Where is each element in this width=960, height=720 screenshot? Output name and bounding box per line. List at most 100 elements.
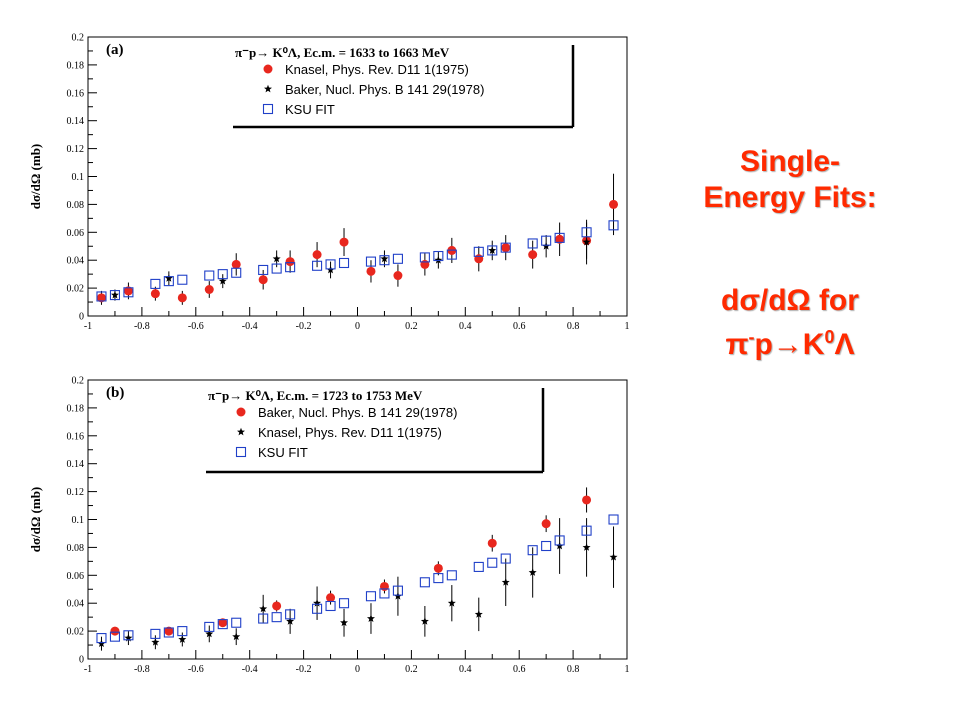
data-point — [124, 633, 133, 642]
x-tick-label: 0.2 — [405, 321, 418, 332]
data-point — [554, 232, 565, 243]
y-tick-label: 0.08 — [67, 543, 85, 554]
y-tick-label: 0.16 — [67, 88, 85, 99]
data-point — [285, 262, 296, 273]
y-tick-label: 0 — [79, 655, 84, 666]
side-subtitle: dσ/dΩ for π-p→K0Λ — [660, 283, 920, 363]
data-point — [258, 264, 269, 276]
legend-marker — [235, 446, 247, 458]
data-point — [501, 578, 510, 586]
minus-superscript: - — [748, 327, 755, 347]
data-point — [312, 603, 323, 614]
data-point — [312, 250, 322, 260]
data-point — [473, 246, 484, 257]
data-point — [123, 286, 133, 296]
data-point — [379, 588, 390, 599]
data-point — [609, 199, 619, 209]
data-point — [177, 626, 188, 637]
legend-marker — [263, 64, 273, 74]
data-point — [473, 561, 484, 572]
x-tick-label: -0.6 — [188, 321, 204, 332]
data-point — [271, 612, 282, 623]
x-tick-label: -0.8 — [134, 664, 150, 675]
y-axis-label: dσ/dΩ (mb) — [28, 144, 43, 210]
y-tick-label: 0.04 — [67, 256, 85, 267]
data-point — [339, 237, 349, 247]
legend-title: π⁻p→ K⁰Λ, Ec.m. = 1723 to 1753 MeV — [208, 388, 423, 403]
data-point — [380, 254, 389, 263]
side-title-line2: Energy Fits: — [703, 181, 877, 214]
data-point — [500, 553, 511, 564]
x-tick-label: -0.2 — [296, 664, 312, 675]
data-point — [325, 600, 336, 612]
x-tick-label: 0 — [355, 321, 360, 332]
data-point — [446, 570, 457, 581]
y-tick-label: 0.18 — [67, 60, 85, 71]
data-point — [393, 271, 403, 281]
data-point — [582, 543, 591, 551]
zero-superscript: 0 — [824, 327, 835, 347]
data-point — [528, 568, 537, 576]
data-point — [110, 626, 120, 636]
series-circle — [96, 173, 619, 305]
data-point — [554, 535, 565, 546]
y-tick-label: 0.2 — [72, 376, 85, 387]
data-point — [340, 618, 349, 627]
data-point — [609, 552, 618, 561]
legend-title: π⁻p→ K⁰Λ, Ec.m. = 1633 to 1663 MeV — [235, 45, 450, 60]
data-point — [501, 243, 511, 253]
data-point — [338, 598, 350, 609]
legend-entry: Knasel, Phys. Rev. D11 1(1975) — [285, 62, 469, 77]
data-point — [109, 290, 120, 301]
data-point — [420, 617, 429, 625]
x-tick-label: -0.6 — [188, 664, 204, 675]
side-title-line1: Single- — [739, 145, 840, 178]
data-point — [286, 617, 295, 625]
data-point — [608, 514, 619, 525]
data-point — [487, 245, 498, 256]
data-point — [325, 259, 336, 270]
data-point — [527, 545, 538, 556]
data-point — [272, 601, 282, 611]
data-point — [582, 237, 591, 246]
series-square — [96, 220, 619, 302]
y-tick-label: 0.2 — [72, 33, 85, 44]
data-point — [542, 242, 551, 250]
data-point — [218, 618, 228, 628]
data-point — [541, 519, 551, 529]
data-point — [541, 540, 552, 552]
data-point — [365, 256, 377, 267]
pi-symbol: π — [725, 328, 749, 361]
x-tick-label: -0.8 — [134, 321, 150, 332]
data-point — [338, 257, 350, 269]
y-tick-label: 0.12 — [67, 144, 85, 155]
x-tick-label: 0.8 — [567, 664, 580, 675]
data-point — [313, 599, 322, 607]
data-point — [434, 256, 443, 264]
data-point — [581, 525, 592, 536]
data-point — [433, 563, 443, 573]
y-axis-label: dσ/dΩ (mb) — [28, 487, 43, 553]
data-point — [581, 227, 592, 238]
data-point — [582, 495, 592, 505]
data-point — [541, 235, 552, 246]
y-tick-label: 0.02 — [67, 627, 85, 638]
y-tick-label: 0.04 — [67, 599, 85, 610]
lambda-symbol: Λ — [834, 328, 855, 361]
data-point — [272, 254, 281, 263]
x-tick-label: -1 — [84, 664, 92, 675]
data-point — [96, 633, 107, 644]
legend-entry: Baker, Nucl. Phys. B 141 29(1978) — [258, 405, 457, 420]
x-tick-label: 0.4 — [459, 321, 472, 332]
data-point — [163, 276, 174, 287]
data-point — [150, 278, 161, 289]
y-tick-label: 0.16 — [67, 431, 85, 442]
y-tick-label: 0.02 — [67, 284, 85, 295]
data-point — [150, 628, 161, 639]
y-tick-label: 0.06 — [67, 571, 85, 582]
data-point — [527, 238, 538, 249]
data-point — [447, 599, 456, 607]
x-tick-label: 1 — [625, 664, 630, 675]
data-point — [528, 250, 538, 260]
y-tick-label: 0.08 — [67, 200, 85, 211]
